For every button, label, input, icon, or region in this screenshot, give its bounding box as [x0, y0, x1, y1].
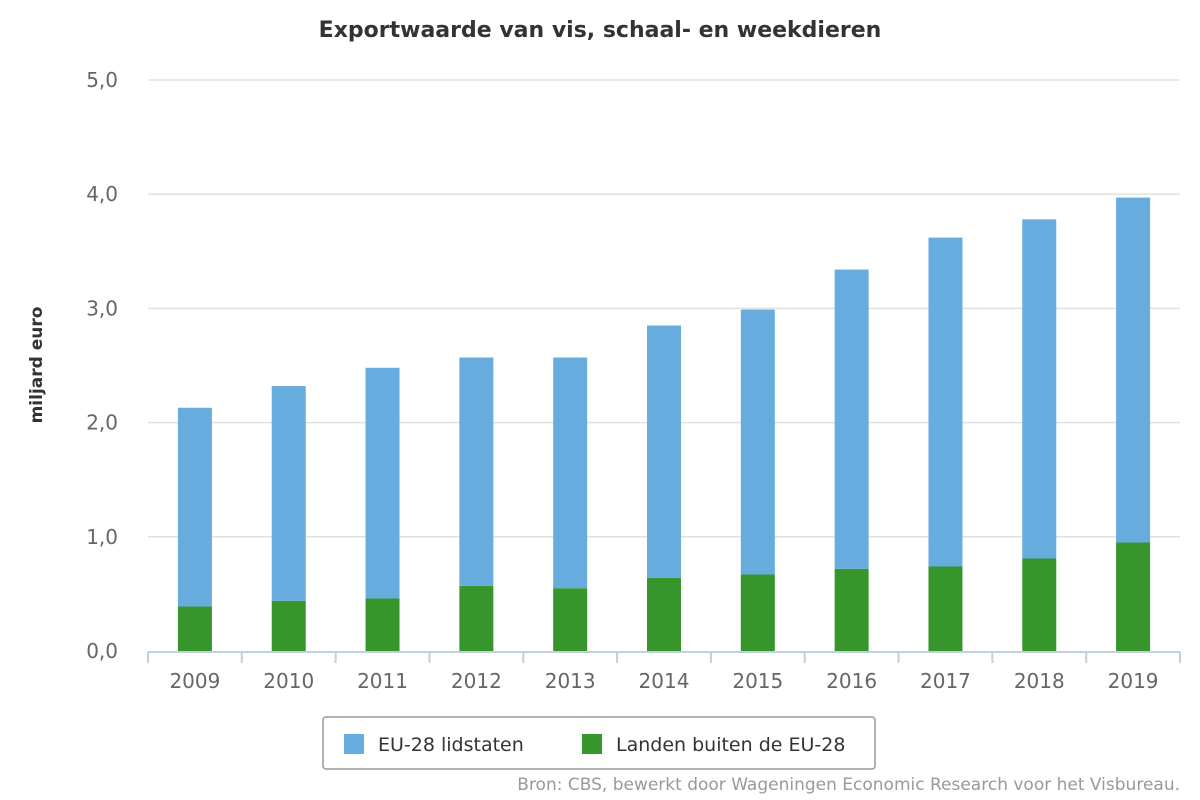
y-tick-label: 1,0: [86, 525, 118, 549]
x-axis-ticks: 2009 2010 2011 2012 2013 2014 2015 2016 2017 2018…: [169, 669, 1158, 693]
bar-eu28-2010: [271, 386, 306, 601]
y-tick-label: 4,0: [86, 182, 118, 206]
bar-eu28-2018: [1022, 219, 1057, 559]
bar-outside-eu-2018: [1022, 558, 1057, 651]
x-tick-label: 2011: [357, 669, 408, 693]
chart-title: Exportwaarde van vis, schaal- en weekdie…: [319, 18, 882, 43]
bar-eu28-2009: [177, 407, 212, 607]
bar-eu28-2016: [834, 269, 869, 569]
x-tick-label: 2018: [1014, 669, 1065, 693]
bar-outside-eu-2019: [1116, 542, 1151, 651]
bar-outside-eu-2010: [271, 600, 306, 651]
legend-label: Landen buiten de EU-28: [616, 734, 845, 756]
x-tick-label: 2016: [826, 669, 877, 693]
y-tick-label: 3,0: [86, 296, 118, 320]
bar-eu28-2012: [459, 357, 494, 586]
source-note: Bron: CBS, bewerkt door Wageningen Econo…: [517, 775, 1180, 795]
bar-outside-eu-2013: [553, 588, 588, 651]
x-tick-label: 2017: [920, 669, 971, 693]
bar-outside-eu-2011: [365, 598, 400, 651]
bars: [177, 197, 1151, 651]
x-tick-label: 2013: [545, 669, 596, 693]
x-tick-label: 2019: [1108, 669, 1159, 693]
legend: EU-28 lidstaten Landen buiten de EU-28: [322, 716, 876, 770]
bar-outside-eu-2009: [177, 606, 212, 651]
bar-eu28-2011: [365, 367, 400, 599]
x-tick-label: 2014: [639, 669, 690, 693]
y-axis-ticks: 0,0 1,0 2,0 3,0 4,0 5,0: [86, 68, 118, 663]
bar-eu28-2019: [1116, 197, 1151, 543]
bar-eu28-2013: [553, 357, 588, 589]
bar-outside-eu-2016: [834, 568, 869, 651]
y-axis-label: miljard euro: [27, 307, 47, 424]
x-tick-label: 2012: [451, 669, 502, 693]
bar-outside-eu-2017: [928, 566, 963, 651]
bar-outside-eu-2015: [740, 574, 775, 651]
y-tick-label: 2,0: [86, 411, 118, 435]
x-axis: [147, 651, 1181, 663]
gridlines: [148, 79, 1180, 538]
bar-outside-eu-2012: [459, 585, 494, 651]
y-tick-label: 0,0: [86, 639, 118, 663]
x-tick-label: 2009: [169, 669, 220, 693]
x-tick-label: 2015: [732, 669, 783, 693]
bar-eu28-2014: [647, 325, 681, 578]
y-tick-label: 5,0: [86, 68, 118, 92]
legend-swatch: [344, 734, 364, 754]
bar-eu28-2015: [740, 309, 775, 575]
bar-outside-eu-2014: [647, 577, 681, 651]
x-tick-label: 2010: [263, 669, 314, 693]
bar-eu28-2017: [928, 237, 963, 567]
legend-label: EU-28 lidstaten: [378, 734, 524, 756]
legend-swatch: [582, 734, 602, 754]
